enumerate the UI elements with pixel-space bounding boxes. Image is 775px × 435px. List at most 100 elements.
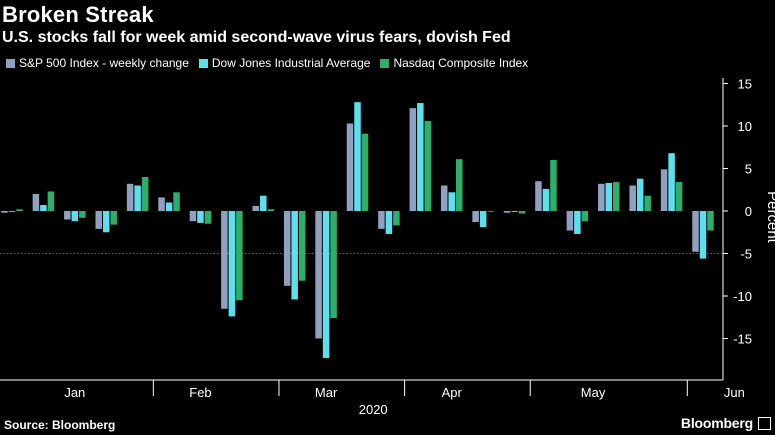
y-tick-label: -10 — [733, 289, 752, 304]
bar-dow — [102, 211, 110, 233]
bar-sp500 — [346, 123, 354, 211]
bar-sp500 — [598, 183, 605, 211]
bar-nasdaq — [267, 209, 275, 211]
bar-sp500 — [95, 211, 102, 229]
bar-nasdaq — [393, 211, 400, 226]
legend-item-nasdaq: Nasdaq Composite Index — [380, 56, 528, 70]
x-month-label: Feb — [189, 385, 211, 400]
legend-swatch-nasdaq — [380, 58, 390, 68]
bar-sp500 — [692, 211, 699, 252]
bar-sp500 — [660, 169, 668, 211]
bar-dow — [291, 211, 298, 300]
bar-sp500 — [315, 211, 322, 339]
bar-nasdaq — [173, 192, 180, 211]
bar-sp500 — [535, 181, 542, 211]
y-tick-label: 0 — [745, 204, 752, 219]
legend-item-sp500: S&P 500 Index - weekly change — [6, 56, 189, 70]
bar-sp500 — [503, 211, 511, 213]
bar-nasdaq — [613, 182, 620, 211]
x-month-label: Jun — [724, 385, 745, 400]
bar-nasdaq — [707, 211, 714, 231]
bar-nasdaq — [644, 195, 651, 211]
bar-nasdaq — [581, 211, 589, 222]
bar-sp500 — [283, 211, 291, 286]
bar-sp500 — [1, 211, 8, 213]
x-month-label: Mar — [315, 385, 338, 400]
bar-dow — [417, 103, 424, 211]
bar-dow — [354, 102, 361, 211]
bar-nasdaq — [424, 120, 432, 211]
bar-sp500 — [409, 108, 417, 211]
bar-sp500 — [158, 197, 165, 211]
chart-subtitle: U.S. stocks fall for week amid second-wa… — [2, 29, 511, 46]
bar-sp500 — [189, 211, 197, 222]
bar-dow — [197, 211, 204, 223]
bar-dow — [479, 211, 487, 228]
bar-nasdaq — [518, 211, 526, 214]
y-tick-label: 5 — [745, 162, 752, 177]
bar-sp500 — [252, 205, 260, 211]
bar-sp500 — [64, 211, 71, 220]
bar-sp500 — [440, 185, 448, 211]
bar-nasdaq — [361, 133, 369, 211]
y-axis-title: Percent — [764, 191, 775, 244]
bar-nasdaq — [330, 211, 337, 319]
legend-swatch-sp500 — [6, 58, 15, 68]
bar-dow — [542, 188, 550, 211]
bar-nasdaq — [550, 160, 557, 211]
y-tick-label: -5 — [740, 247, 752, 262]
bar-nasdaq — [455, 159, 463, 211]
bar-nasdaq — [79, 211, 86, 218]
bar-sp500 — [221, 211, 228, 309]
bar-nasdaq — [487, 211, 494, 212]
y-tick-label: 10 — [738, 119, 752, 134]
bar-sp500 — [629, 185, 636, 211]
legend-label-nasdaq: Nasdaq Composite Index — [393, 56, 529, 70]
bar-dow — [8, 211, 16, 212]
bar-dow — [165, 202, 173, 211]
bar-dow — [134, 185, 141, 211]
bar-dow — [668, 153, 675, 211]
bar-dow — [385, 211, 393, 234]
legend-label-dow: Dow Jones Industrial Average — [211, 56, 371, 70]
bloomberg-logo-square-icon — [758, 417, 771, 430]
bar-dow — [699, 211, 707, 259]
source-note: Source: Bloomberg — [4, 418, 116, 432]
legend: S&P 500 Index - weekly change Dow Jones … — [6, 56, 528, 70]
bar-nasdaq — [16, 209, 23, 211]
bar-dow — [40, 205, 47, 211]
x-month-label: Jan — [64, 385, 85, 400]
x-year-label: 2020 — [359, 402, 388, 417]
bar-sp500 — [32, 194, 40, 211]
bar-dow — [636, 178, 644, 211]
x-month-label: Apr — [442, 385, 463, 400]
bar-dow — [228, 211, 236, 317]
bar-dow — [605, 182, 613, 211]
chart-title: Broken Streak — [2, 2, 154, 27]
bar-nasdaq — [298, 211, 306, 281]
bar-dow — [322, 211, 330, 359]
bar-sp500 — [126, 183, 134, 211]
bar-nasdaq — [141, 177, 149, 211]
x-month-label: May — [581, 385, 606, 400]
bar-dow — [448, 192, 455, 211]
bar-dow — [511, 211, 518, 212]
bar-nasdaq — [110, 211, 117, 225]
bar-dow — [574, 211, 581, 234]
bar-sp500 — [472, 211, 479, 223]
y-tick-label: -15 — [733, 332, 752, 347]
bar-dow — [260, 195, 267, 211]
bar-nasdaq — [236, 211, 243, 301]
legend-label-sp500: S&P 500 Index - weekly change — [19, 56, 189, 70]
brand-name: Bloomberg — [680, 415, 753, 431]
bar-nasdaq — [204, 211, 212, 224]
legend-swatch-dow — [198, 58, 208, 68]
bar-dow — [71, 211, 79, 222]
bar-nasdaq — [675, 182, 683, 211]
legend-item-dow: Dow Jones Industrial Average — [198, 56, 371, 70]
bar-sp500 — [378, 211, 385, 229]
bar-nasdaq — [47, 191, 55, 211]
y-tick-label: 15 — [738, 77, 752, 92]
bar-sp500 — [566, 211, 574, 231]
